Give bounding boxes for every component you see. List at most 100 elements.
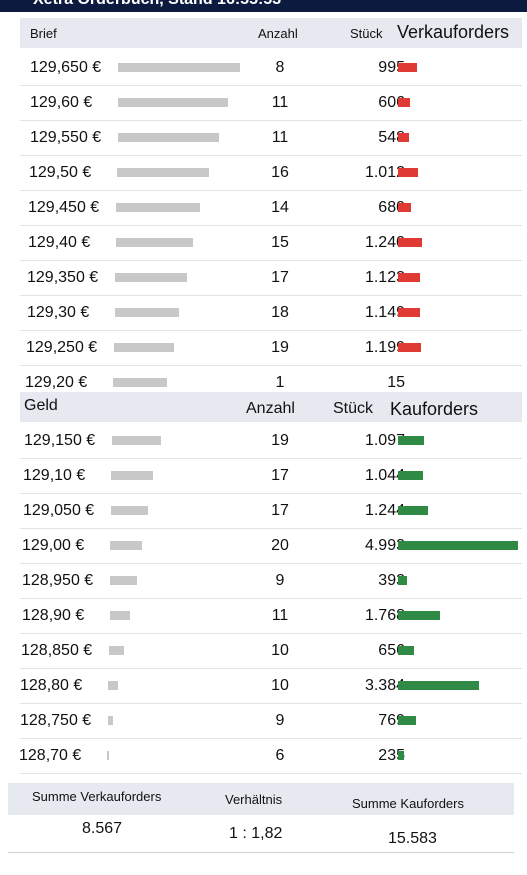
quantity-cell: 995 (378, 59, 405, 76)
summary-buy-value: 15.583 (388, 830, 437, 847)
ask-row: 129,60 € 11 606 (20, 86, 522, 121)
buy-volume-bar (398, 576, 407, 585)
count-cell: 9 (275, 712, 285, 729)
summary-sell-label: Summe Verkauforders (32, 789, 162, 804)
buy-volume-bar (398, 541, 518, 550)
bid-col-qty: Stück (333, 400, 374, 417)
price-level-bar (108, 716, 113, 725)
quantity-cell: 1.240 (364, 234, 405, 251)
price-label: 129,050 € (23, 502, 95, 519)
bid-table: 129,150 € 19 1.097 129,10 € 17 1.044 129,050 €… (19, 424, 522, 774)
price-level-bar (111, 506, 148, 515)
count-cell: 17 (271, 269, 289, 286)
buy-volume-bar (398, 751, 404, 760)
quantity-cell: 1.244 (364, 502, 405, 519)
price-level-bar (115, 273, 187, 282)
sell-volume-bar (398, 133, 409, 142)
price-level-bar (112, 436, 161, 445)
price-label: 128,950 € (22, 572, 94, 589)
buy-volume-bar (398, 716, 416, 725)
count-cell: 16 (271, 164, 289, 181)
price-level-bar (115, 308, 179, 317)
bid-row: 129,00 € 20 4.993 (20, 529, 522, 564)
quantity-cell: 656 (378, 642, 405, 659)
ask-row: 129,30 € 18 1.149 (20, 296, 522, 331)
count-cell: 9 (275, 572, 285, 589)
summary-ratio-value: 1 : 1,82 (229, 825, 283, 842)
quantity-cell: 1.097 (364, 432, 405, 449)
quantity-cell: 680 (378, 199, 405, 216)
sell-volume-bar (398, 203, 411, 212)
bid-row: 128,750 € 9 769 (20, 704, 522, 739)
quantity-cell: 1.044 (364, 467, 405, 484)
count-cell: 11 (271, 607, 289, 624)
sell-volume-bar (398, 238, 422, 247)
ask-row: 129,40 € 15 1.240 (20, 226, 522, 261)
ask-row: 129,350 € 17 1.123 (20, 261, 522, 296)
bid-row: 129,10 € 17 1.044 (20, 459, 522, 494)
buy-volume-bar (398, 471, 423, 480)
price-label: 129,10 € (23, 467, 86, 484)
count-cell: 17 (271, 502, 289, 519)
ask-col-price: Brief (30, 26, 57, 41)
ask-table: 129,650 € 8 995 129,60 € 11 606 129,550 € 11 548… (20, 51, 522, 401)
sell-volume-bar (398, 63, 417, 72)
count-cell: 20 (271, 537, 289, 554)
sell-volume-bar (398, 168, 418, 177)
price-label: 129,250 € (26, 339, 98, 356)
price-label: 129,30 € (27, 304, 90, 321)
buy-volume-bar (398, 506, 428, 515)
quantity-cell: 3.384 (364, 677, 405, 694)
bid-col-orders: Kauforders (390, 399, 479, 419)
summary-ratio-label: Verhältnis (225, 792, 283, 807)
quantity-cell: 548 (378, 129, 405, 146)
bottom-divider (8, 852, 514, 853)
count-cell: 19 (271, 339, 289, 356)
price-label: 129,150 € (24, 432, 96, 449)
sell-volume-bar (398, 98, 410, 107)
count-cell: 10 (271, 677, 289, 694)
count-cell: 15 (271, 234, 289, 251)
count-cell: 6 (275, 747, 285, 764)
ask-col-qty: Stück (350, 26, 383, 41)
quantity-cell: 1.012 (364, 164, 405, 181)
price-label: 129,650 € (30, 59, 102, 76)
price-level-bar (110, 541, 142, 550)
quantity-cell: 235 (378, 747, 405, 764)
buy-volume-bar (398, 646, 414, 655)
count-cell: 8 (275, 59, 285, 76)
price-level-bar (107, 751, 109, 760)
price-label: 129,550 € (30, 129, 102, 146)
ask-row: 129,650 € 8 995 (20, 51, 522, 86)
price-level-bar (108, 681, 118, 690)
price-label: 129,450 € (28, 199, 100, 216)
count-cell: 1 (275, 374, 285, 391)
quantity-cell: 769 (378, 712, 405, 729)
count-cell: 14 (271, 199, 289, 216)
price-label: 129,20 € (25, 374, 88, 391)
summary-buy-label: Summe Kauforders (352, 796, 464, 811)
bid-row: 128,950 € 9 393 (20, 564, 522, 599)
price-level-bar (111, 471, 153, 480)
price-label: 129,50 € (29, 164, 92, 181)
quantity-cell: 393 (378, 572, 405, 589)
count-cell: 10 (271, 642, 289, 659)
sell-volume-bar (398, 308, 420, 317)
orderbook-title: Xetra Orderbuch, Stand 16:55:53 (33, 0, 281, 9)
bid-row: 128,90 € 11 1.768 (20, 599, 522, 634)
bid-row: 128,70 € 6 235 (19, 739, 522, 774)
ask-col-count: Anzahl (258, 26, 298, 41)
bid-col-price: Geld (24, 397, 58, 414)
count-cell: 11 (271, 94, 289, 111)
ask-row: 129,550 € 11 548 (20, 121, 522, 156)
summary-header: Summe Verkauforders Verhältnis Summe Kau… (8, 783, 514, 815)
price-label: 128,750 € (20, 712, 92, 729)
ask-row: 129,450 € 14 680 (20, 191, 522, 226)
bid-row: 128,80 € 10 3.384 (20, 669, 522, 704)
price-label: 129,350 € (27, 269, 99, 286)
price-label: 129,40 € (28, 234, 91, 251)
quantity-cell: 1.768 (364, 607, 405, 624)
buy-volume-bar (398, 436, 424, 445)
bid-row: 128,850 € 10 656 (20, 634, 522, 669)
